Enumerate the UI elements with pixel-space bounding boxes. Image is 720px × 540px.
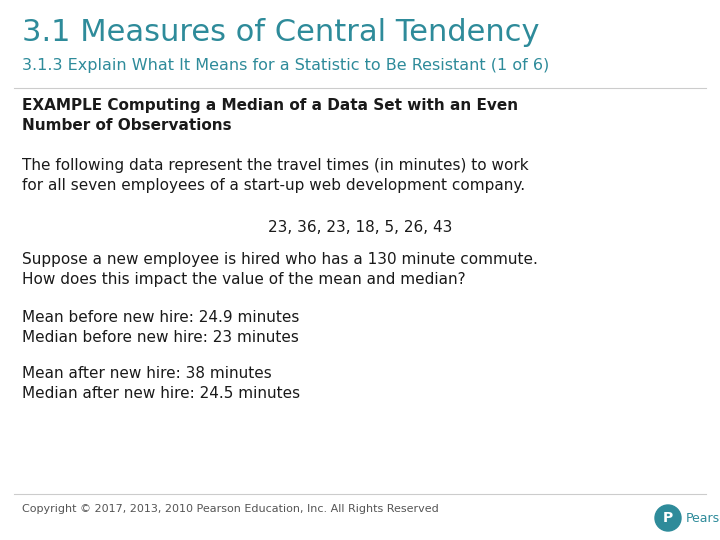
Text: Mean after new hire: 38 minutes
Median after new hire: 24.5 minutes: Mean after new hire: 38 minutes Median a… — [22, 366, 300, 401]
Circle shape — [655, 505, 681, 531]
Text: 23, 36, 23, 18, 5, 26, 43: 23, 36, 23, 18, 5, 26, 43 — [268, 220, 452, 235]
Text: Suppose a new employee is hired who has a 130 minute commute.
How does this impa: Suppose a new employee is hired who has … — [22, 252, 538, 287]
Text: Copyright © 2017, 2013, 2010 Pearson Education, Inc. All Rights Reserved: Copyright © 2017, 2013, 2010 Pearson Edu… — [22, 504, 438, 514]
Text: 3.1 Measures of Central Tendency: 3.1 Measures of Central Tendency — [22, 18, 539, 47]
Text: Mean before new hire: 24.9 minutes
Median before new hire: 23 minutes: Mean before new hire: 24.9 minutes Media… — [22, 310, 300, 346]
Text: EXAMPLE Computing a Median of a Data Set with an Even
Number of Observations: EXAMPLE Computing a Median of a Data Set… — [22, 98, 518, 133]
Text: The following data represent the travel times (in minutes) to work
for all seven: The following data represent the travel … — [22, 158, 528, 193]
Text: 3.1.3 Explain What It Means for a Statistic to Be Resistant (1 of 6): 3.1.3 Explain What It Means for a Statis… — [22, 58, 549, 73]
Text: Pearson: Pearson — [686, 511, 720, 524]
Text: P: P — [663, 511, 673, 525]
